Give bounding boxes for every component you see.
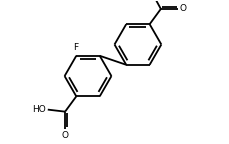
- Text: HO: HO: [32, 105, 46, 114]
- Text: O: O: [62, 131, 69, 140]
- Text: O: O: [180, 4, 187, 13]
- Text: F: F: [73, 43, 78, 52]
